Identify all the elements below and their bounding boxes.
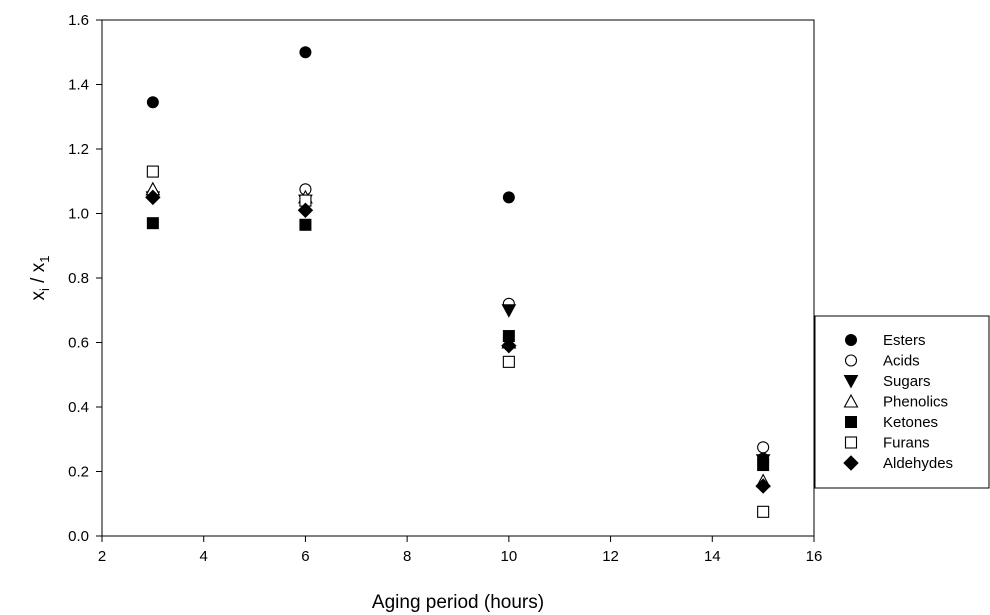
plot-area [101, 19, 815, 537]
legend-label-furans: Furans [883, 435, 930, 452]
y-tick-label-0.8: 0.8 [68, 270, 89, 287]
point-aldehydes-10 [501, 338, 517, 354]
legend-marker-acids [844, 354, 858, 367]
y-tick-label-1.4: 1.4 [68, 77, 89, 94]
point-ketones-3 [146, 217, 159, 230]
legend-label-aldehydes: Aldehydes [883, 455, 953, 472]
y-axis-title-main: x [28, 290, 49, 300]
y-tick-label-1.2: 1.2 [68, 141, 89, 158]
point-furans-15 [757, 505, 770, 518]
legend-label-sugars: Sugars [883, 373, 931, 390]
legend-box [814, 315, 990, 489]
y-tick-label-0.6: 0.6 [68, 335, 89, 352]
y-tick-label-1.0: 1.0 [68, 206, 89, 223]
data-points [145, 46, 771, 518]
point-acids-15 [757, 441, 770, 454]
point-aldehydes-6 [297, 202, 314, 218]
y-axis-title-sub-i: i [37, 288, 52, 291]
legend-label-esters: Esters [883, 332, 926, 349]
x-tick-label-2: 2 [98, 548, 106, 565]
y-tick-label-0.2: 0.2 [68, 464, 89, 481]
legend-marker-furans [844, 436, 858, 449]
y-axis-title-sub-1: 1 [37, 256, 52, 263]
point-esters-10 [502, 191, 515, 204]
x-tick-label-8: 8 [403, 548, 411, 565]
x-axis: 2 4 6 8 10 12 14 16 [98, 536, 823, 565]
point-aldehydes-15 [755, 478, 771, 494]
y-tick-label-0.4: 0.4 [68, 399, 89, 416]
legend-items: Esters Acids Sugars Phenolics Ketones Furans A… [843, 332, 953, 472]
point-ketones-15 [757, 459, 770, 472]
legend-marker-esters [845, 334, 857, 346]
point-furans-10 [502, 355, 515, 368]
x-tick-label-12: 12 [602, 548, 619, 565]
legend-label-acids: Acids [883, 353, 920, 370]
legend-label-ketones: Ketones [883, 414, 938, 431]
y-axis-title-main-2: x [28, 262, 49, 272]
y-axis-title: xi / x1 [28, 256, 52, 301]
legend-label-phenolics: Phenolics [883, 394, 948, 411]
y-axis: 0.0 0.2 0.4 0.6 0.8 1.0 1.2 1.4 1.6 [68, 12, 102, 545]
point-esters-6 [299, 46, 312, 59]
y-tick-label-0.0: 0.0 [68, 528, 89, 545]
y-axis-title-sep: / [28, 272, 49, 288]
x-tick-label-14: 14 [704, 548, 721, 565]
x-tick-label-10: 10 [501, 548, 518, 565]
point-ketones-6 [299, 218, 312, 231]
x-axis-title: Aging period (hours) [372, 592, 544, 613]
legend-marker-ketones [845, 416, 857, 428]
point-sugars-10 [501, 304, 517, 318]
point-aldehydes-3 [145, 189, 161, 206]
y-tick-label-1.6: 1.6 [68, 12, 89, 29]
x-tick-label-6: 6 [301, 548, 309, 565]
point-esters-3 [146, 96, 159, 109]
legend-marker-phenolics [843, 393, 859, 408]
legend-marker-aldehydes [843, 455, 859, 471]
legend: Esters Acids Sugars Phenolics Ketones Furans A… [814, 315, 990, 489]
x-tick-label-4: 4 [200, 548, 208, 565]
point-furans-3 [146, 165, 159, 178]
legend-marker-sugars [843, 375, 859, 389]
x-tick-label-16: 16 [806, 548, 823, 565]
